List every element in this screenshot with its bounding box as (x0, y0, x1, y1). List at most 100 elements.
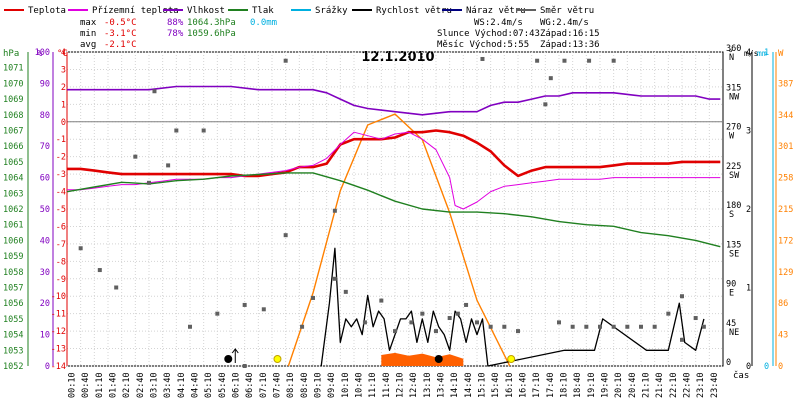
tick-direction-compass: W (729, 132, 735, 142)
tick-wind: 4 (746, 48, 751, 58)
tick-x: 04:10 (177, 372, 187, 398)
grid (66, 51, 723, 367)
tick-hpa: 1062 (3, 205, 23, 215)
tick-hpa: 1070 (3, 79, 23, 89)
axis-temp-label: °C (57, 49, 68, 59)
tick-x: 22:10 (669, 372, 679, 398)
tick-temp: -2 (56, 153, 66, 163)
tick-temp: -8 (56, 257, 66, 267)
series-line-3 (66, 172, 721, 248)
tick-humidity: 70 (40, 142, 50, 152)
direction-point (152, 89, 157, 94)
tick-x: 06:40 (245, 372, 255, 398)
tick-direction-compass: N (729, 53, 734, 63)
direction-point (488, 324, 493, 329)
direction-point (543, 102, 548, 107)
direction-point (343, 289, 348, 294)
tick-wind: 1 (746, 284, 751, 294)
tick-temp: -7 (56, 240, 66, 250)
tick-x: 02:40 (136, 372, 146, 398)
tick-x: 09:40 (327, 372, 337, 398)
tick-direction: 225 (726, 162, 741, 172)
chart-title: 12.1.2010 (361, 50, 434, 65)
tick-direction: 180 (726, 201, 741, 211)
tick-hpa: 1069 (3, 95, 23, 105)
tick-hpa: 1054 (3, 331, 23, 341)
direction-point (283, 58, 288, 63)
tick-temp: 3 (61, 65, 66, 75)
tick-x: 07:40 (273, 372, 283, 398)
tick-x: 14:40 (464, 372, 474, 398)
stat-sun: Slunce Východ:07:43 (437, 29, 540, 39)
direction-point (666, 311, 671, 316)
tick-direction: 270 (726, 123, 741, 133)
tick-x: 21:40 (655, 372, 665, 398)
series-line-2 (67, 85, 721, 116)
tick-temp: 1 (61, 100, 66, 110)
tick-humidity: 40 (40, 236, 50, 246)
tick-humidity: 90 (40, 79, 50, 89)
tick-x: 00:40 (81, 372, 91, 398)
direction-point (475, 320, 479, 325)
tick-x: 13:40 (437, 372, 447, 398)
tick-temp: 2 (61, 83, 66, 93)
direction-point (598, 324, 602, 329)
direction-point (611, 58, 616, 63)
tick-x: 19:10 (587, 372, 597, 398)
legend-label-2: Vlhkost (187, 6, 225, 16)
tick-solar: 43 (778, 331, 788, 341)
direction-point (261, 307, 266, 312)
tick-humidity: 10 (40, 331, 50, 341)
marker-moonrise (224, 355, 233, 363)
direction-point (393, 329, 397, 334)
direction-point (562, 58, 567, 63)
direction-point (420, 311, 425, 316)
direction-point (502, 324, 507, 329)
tick-x: 18:10 (560, 372, 570, 398)
tick-wind: 0 (746, 362, 751, 372)
direction-point (584, 324, 589, 329)
tick-wind: 2 (746, 205, 751, 215)
tick-solar: 215 (778, 205, 793, 215)
direction-point (332, 276, 337, 281)
tick-direction-compass: NE (729, 328, 739, 338)
tick-x: 09:10 (314, 372, 324, 398)
axis-hum-label: % (37, 49, 43, 59)
tick-x: 17:10 (532, 372, 542, 398)
tick-x: 23:40 (710, 372, 720, 398)
tick-x: 20:40 (628, 372, 638, 398)
tick-temp: -1 (56, 135, 66, 145)
tick-solar: 129 (778, 268, 793, 278)
legend-label-1: Přízemní teplota (92, 6, 179, 16)
tick-hpa: 1058 (3, 268, 23, 278)
tick-x: 16:10 (505, 372, 515, 398)
direction-point (242, 302, 247, 307)
tick-hpa: 1056 (3, 299, 23, 309)
tick-humidity: 20 (40, 299, 50, 309)
axis-x-label: čas (733, 370, 749, 381)
direction-point (300, 324, 305, 329)
tick-direction: 0 (726, 358, 731, 368)
legend-label-4: Srážky (315, 6, 348, 16)
direction-point (480, 56, 485, 61)
tick-x: 13:10 (423, 372, 433, 398)
tick-direction: 360 (726, 44, 741, 54)
stat-max-label: max (80, 18, 97, 28)
tick-solar: 344 (778, 111, 793, 121)
tick-wind: 3 (746, 127, 751, 137)
tick-x: 08:10 (286, 372, 296, 398)
tick-humidity: 60 (40, 174, 50, 184)
legend-label-0: Teplota (28, 6, 66, 16)
direction-point (516, 329, 520, 334)
stat-min-label: min (80, 29, 96, 39)
legend-label-5: Rychlost větru (376, 6, 452, 16)
tick-temp: -3 (56, 170, 66, 180)
tick-x: 05:10 (204, 372, 214, 398)
tick-temp: 4 (61, 48, 66, 58)
tick-x: 12:40 (409, 372, 419, 398)
tick-hpa: 1066 (3, 142, 23, 152)
tick-rain: 1 (764, 48, 769, 58)
direction-point (625, 324, 630, 329)
marker-sunrise (273, 355, 282, 363)
tick-temp: -12 (51, 327, 66, 337)
